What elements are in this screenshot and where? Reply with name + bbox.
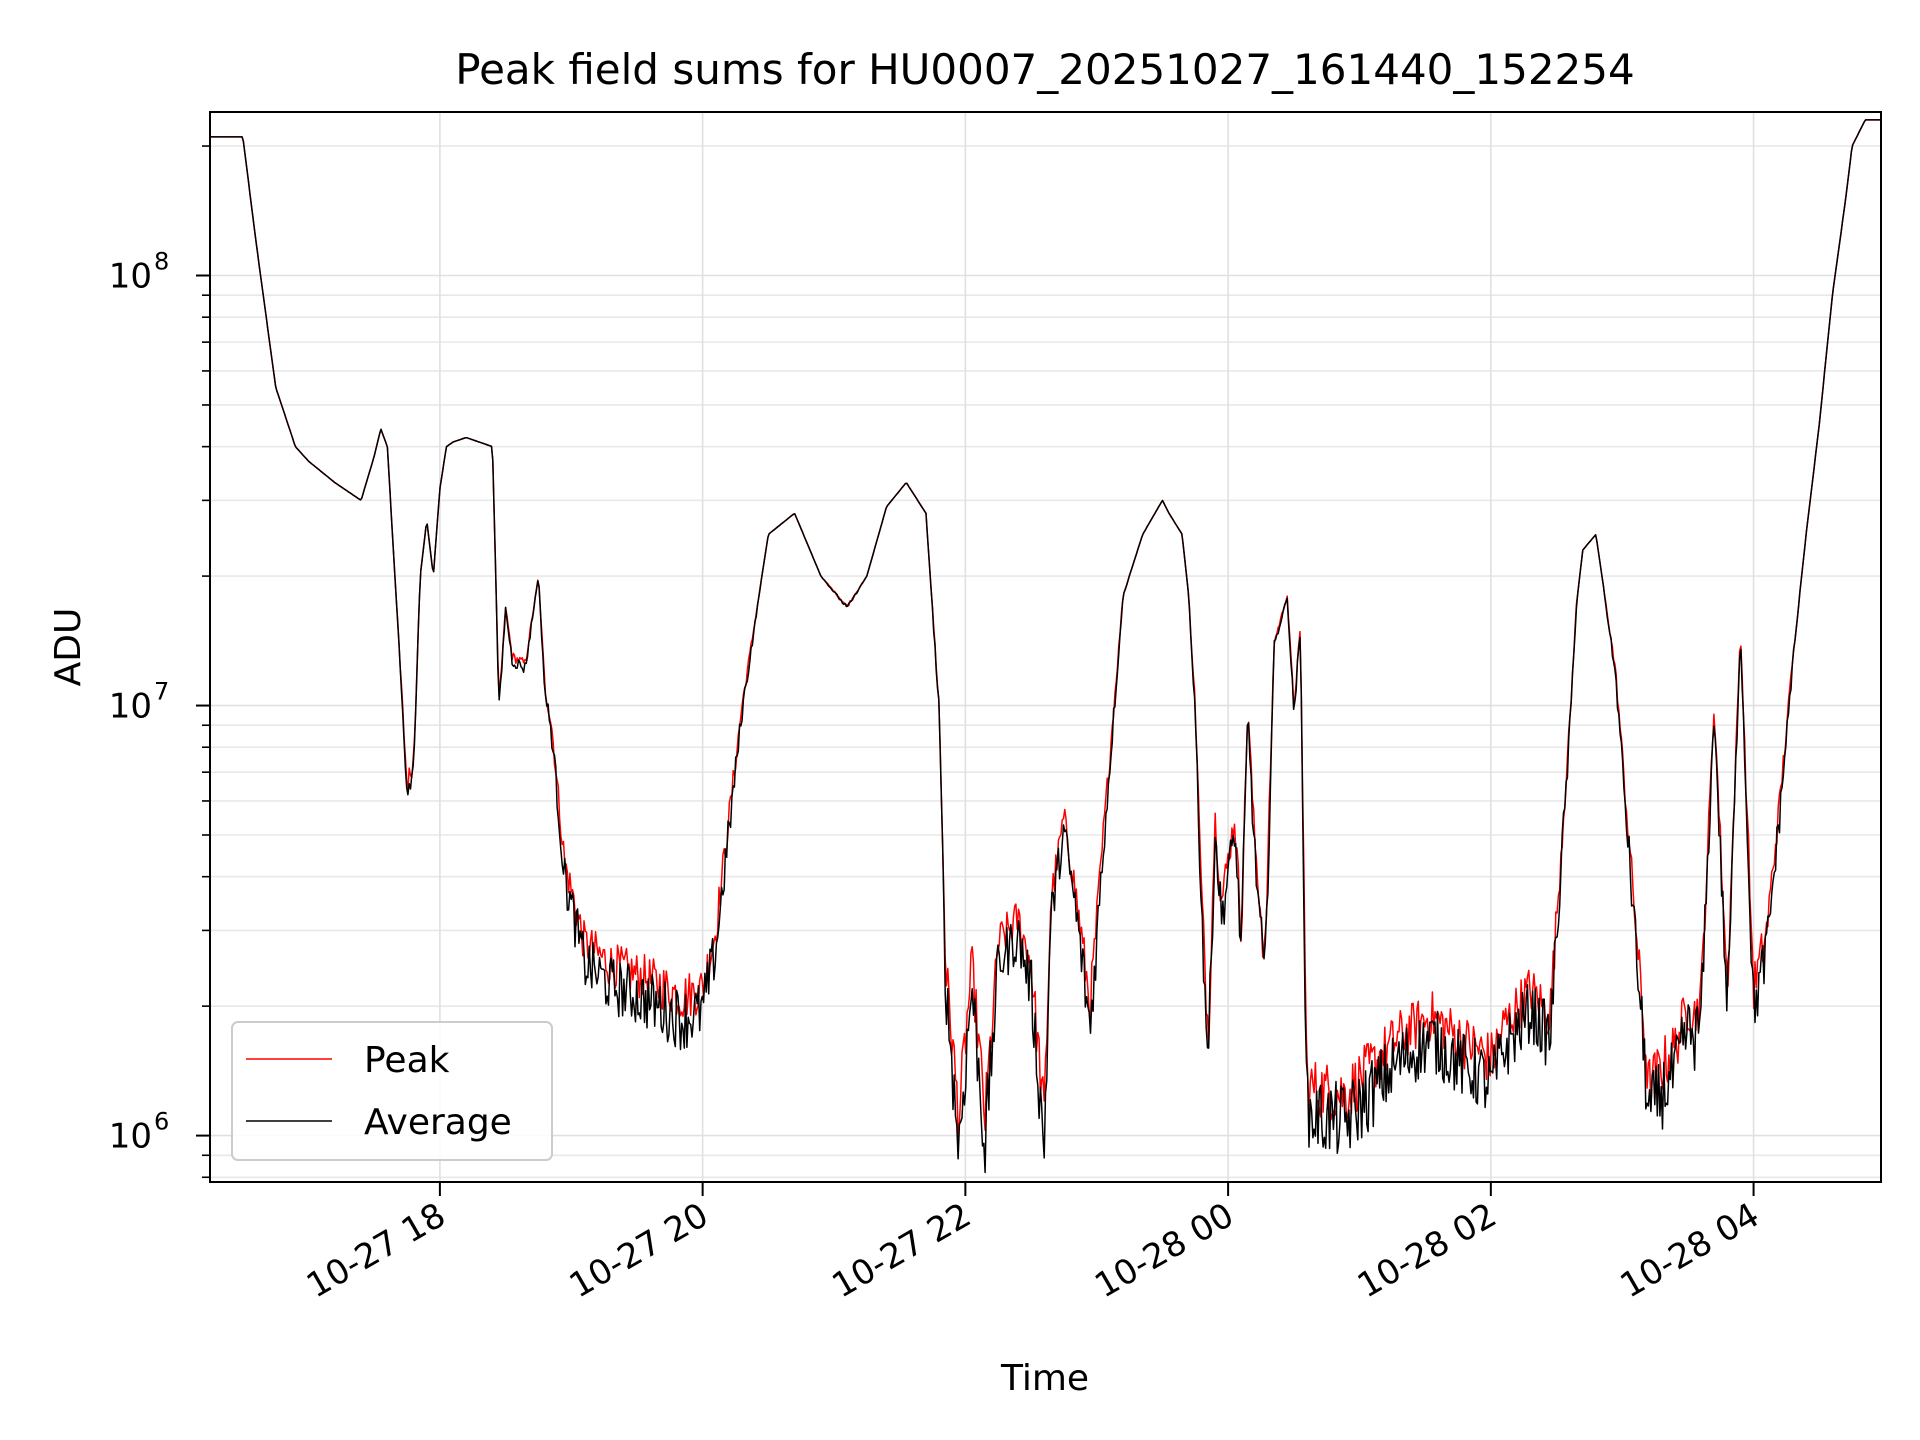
y-tick-label: 10 (109, 257, 152, 297)
chart-title: Peak field sums for HU0007_20251027_1614… (455, 45, 1634, 94)
legend-box (231, 1021, 553, 1161)
legend-peak-label: Peak (364, 1040, 450, 1081)
y-tick-label: 10 (109, 687, 152, 727)
series-average-line (210, 119, 1881, 1174)
legend-average-label: Average (364, 1102, 512, 1143)
axes-frame (209, 111, 1882, 1183)
series (210, 119, 1881, 1174)
y-axis-label: ADU (48, 608, 89, 687)
legend: Peak Average (231, 1021, 553, 1161)
y-tick-exponent: 6 (154, 1108, 169, 1136)
y-tick-label: 10 (109, 1117, 152, 1157)
x-axis-label: Time (1000, 1358, 1089, 1399)
y-tick-exponent: 7 (154, 678, 169, 706)
y-tick-exponent: 8 (154, 248, 169, 276)
